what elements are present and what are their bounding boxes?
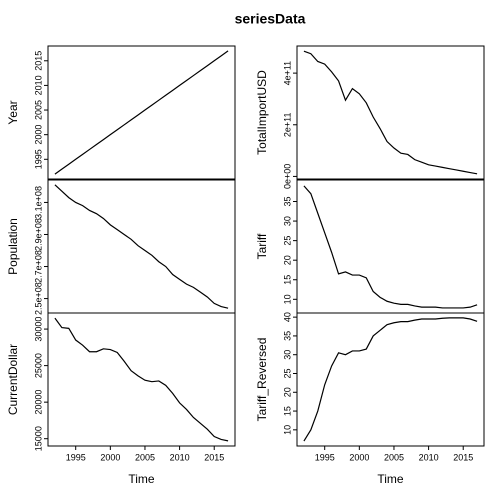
- y-tick-label: 2.9e+08: [33, 218, 43, 251]
- panel-frame: [47, 312, 236, 447]
- y-tick-label: 25: [282, 368, 292, 378]
- y-tick-label: 30: [282, 350, 292, 360]
- series-line: [303, 317, 478, 442]
- y-tick-label: 25: [282, 236, 292, 246]
- series-line: [303, 185, 478, 309]
- y-tick-label: 20: [282, 387, 292, 397]
- series-line: [54, 50, 229, 175]
- x-tick-label: 2000: [349, 452, 369, 462]
- panel-frame: [47, 179, 236, 314]
- y-tick-label: 20000: [33, 390, 43, 415]
- y-tick-label: 2.7e+08: [33, 250, 43, 283]
- x-tick-label: 2010: [170, 452, 190, 462]
- x-tick-label: 2015: [204, 452, 224, 462]
- x-tick-label: 2010: [419, 452, 439, 462]
- x-tick-label: 1995: [315, 452, 335, 462]
- y-tick-label: 30000: [33, 317, 43, 342]
- x-tick-label: 2005: [135, 452, 155, 462]
- y-tick-label: 2000: [33, 125, 43, 145]
- y-tick-label: 15: [282, 406, 292, 416]
- panel-frame: [47, 45, 236, 180]
- y-tick-label: 15: [282, 275, 292, 285]
- y-axis-label: Population: [6, 218, 20, 275]
- y-tick-label: 20: [282, 255, 292, 265]
- y-tick-label: 35: [282, 197, 292, 207]
- y-tick-label: 10: [282, 425, 292, 435]
- y-tick-label: 2010: [33, 75, 43, 95]
- y-tick-label: 0e+00: [282, 164, 292, 189]
- y-axis-label: Year: [6, 100, 20, 124]
- series-line: [303, 50, 478, 175]
- y-tick-label: 35: [282, 331, 292, 341]
- y-tick-label: 2005: [33, 100, 43, 120]
- y-tick-label: 4e+11: [282, 61, 292, 86]
- y-tick-label: 25000: [33, 353, 43, 378]
- y-tick-label: 40: [282, 312, 292, 322]
- y-tick-label: 3.1e+08: [33, 186, 43, 219]
- x-axis-label: Time: [377, 472, 404, 486]
- y-tick-label: 15000: [33, 426, 43, 451]
- y-tick-label: 1995: [33, 149, 43, 169]
- y-tick-label: 2015: [33, 51, 43, 71]
- y-tick-label: 10: [282, 294, 292, 304]
- y-axis-label: Tariff_Reversed: [255, 338, 269, 422]
- x-axis-label: Time: [128, 472, 155, 486]
- y-axis-label: CurrentDollar: [6, 344, 20, 415]
- panel-frame: [296, 45, 485, 180]
- y-tick-label: 2e+11: [282, 112, 292, 137]
- x-tick-label: 1995: [66, 452, 86, 462]
- y-tick-label: 2.5e+08: [33, 282, 43, 315]
- panel-frame: [296, 312, 485, 447]
- series-line: [54, 184, 229, 309]
- x-tick-label: 2005: [384, 452, 404, 462]
- y-tick-label: 30: [282, 216, 292, 226]
- x-tick-label: 2015: [453, 452, 473, 462]
- y-axis-label: Tariff: [255, 233, 269, 259]
- x-tick-label: 2000: [100, 452, 120, 462]
- y-axis-label: TotalImportUSD: [255, 70, 269, 155]
- chart-title: seriesData: [235, 11, 306, 27]
- series-line: [54, 317, 229, 442]
- panel-frame: [296, 179, 485, 314]
